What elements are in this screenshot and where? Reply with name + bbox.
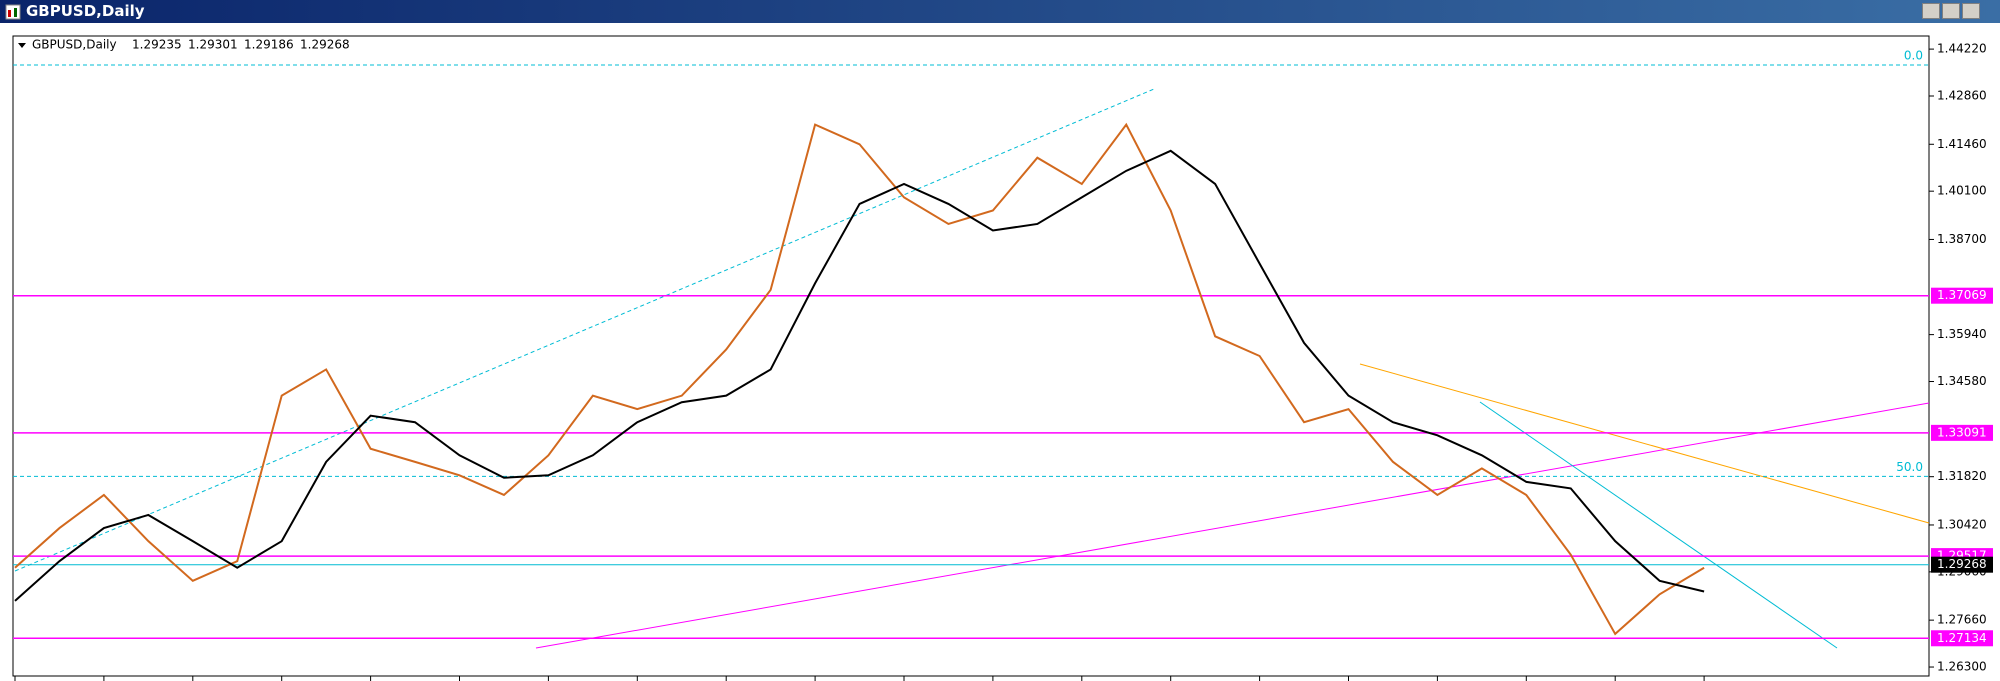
y-tick-label: 1.44220 — [1937, 42, 1987, 56]
maximize-button[interactable] — [1942, 3, 1960, 19]
trend-line — [1479, 401, 1838, 649]
level-label: 1.33091 — [1937, 425, 1987, 439]
level-label: 1.37069 — [1937, 288, 1987, 302]
chart-info-high: 1.29301 — [188, 38, 238, 52]
chart-background — [0, 23, 2000, 681]
level-label-box — [1931, 424, 1993, 441]
chart-info-symbol: GBPUSD,Daily — [32, 38, 117, 52]
y-tick-label: 1.30420 — [1937, 517, 1987, 531]
trend-line — [1359, 363, 1930, 524]
chart: GBPUSD,Daily 1.29235 1.29301 1.29186 1.2… — [0, 23, 2000, 681]
y-tick-label: 1.34580 — [1937, 374, 1987, 388]
fib-label: 50.0 — [1896, 460, 1923, 474]
chart-info-low: 1.29186 — [244, 38, 294, 52]
y-tick-label: 1.31820 — [1937, 469, 1987, 483]
price-series — [14, 122, 1705, 636]
y-tick-label: 1.26300 — [1937, 660, 1987, 674]
close-button[interactable] — [1962, 3, 1980, 19]
chart-info-open: 1.29235 — [132, 38, 182, 52]
chart-info-close: 1.29268 — [300, 38, 350, 52]
plot-frame — [12, 35, 1930, 677]
window-title: GBPUSD,Daily — [26, 2, 145, 20]
y-tick-label: 1.42860 — [1937, 89, 1987, 103]
y-tick-label: 1.40100 — [1937, 184, 1987, 198]
title-bar: GBPUSD,Daily — [0, 0, 2000, 23]
trend-line — [535, 402, 1930, 649]
y-tick-label: 1.41460 — [1937, 137, 1987, 151]
y-tick-label: 1.35940 — [1937, 327, 1987, 341]
trend-line — [14, 88, 1155, 572]
fib-label: 0.0 — [1904, 48, 1923, 62]
y-tick-label: 1.38700 — [1937, 232, 1987, 246]
price-label: 1.29268 — [1937, 557, 1987, 571]
minimize-button[interactable] — [1922, 3, 1940, 19]
app-icon — [5, 4, 21, 20]
info-arrow — [18, 43, 26, 48]
price-series — [14, 149, 1705, 602]
level-label-box — [1931, 287, 1993, 304]
level-label: 1.27134 — [1937, 631, 1987, 645]
price-label-box — [1931, 556, 1993, 573]
y-tick-label: 1.27660 — [1937, 613, 1987, 627]
level-label-box — [1931, 630, 1993, 647]
